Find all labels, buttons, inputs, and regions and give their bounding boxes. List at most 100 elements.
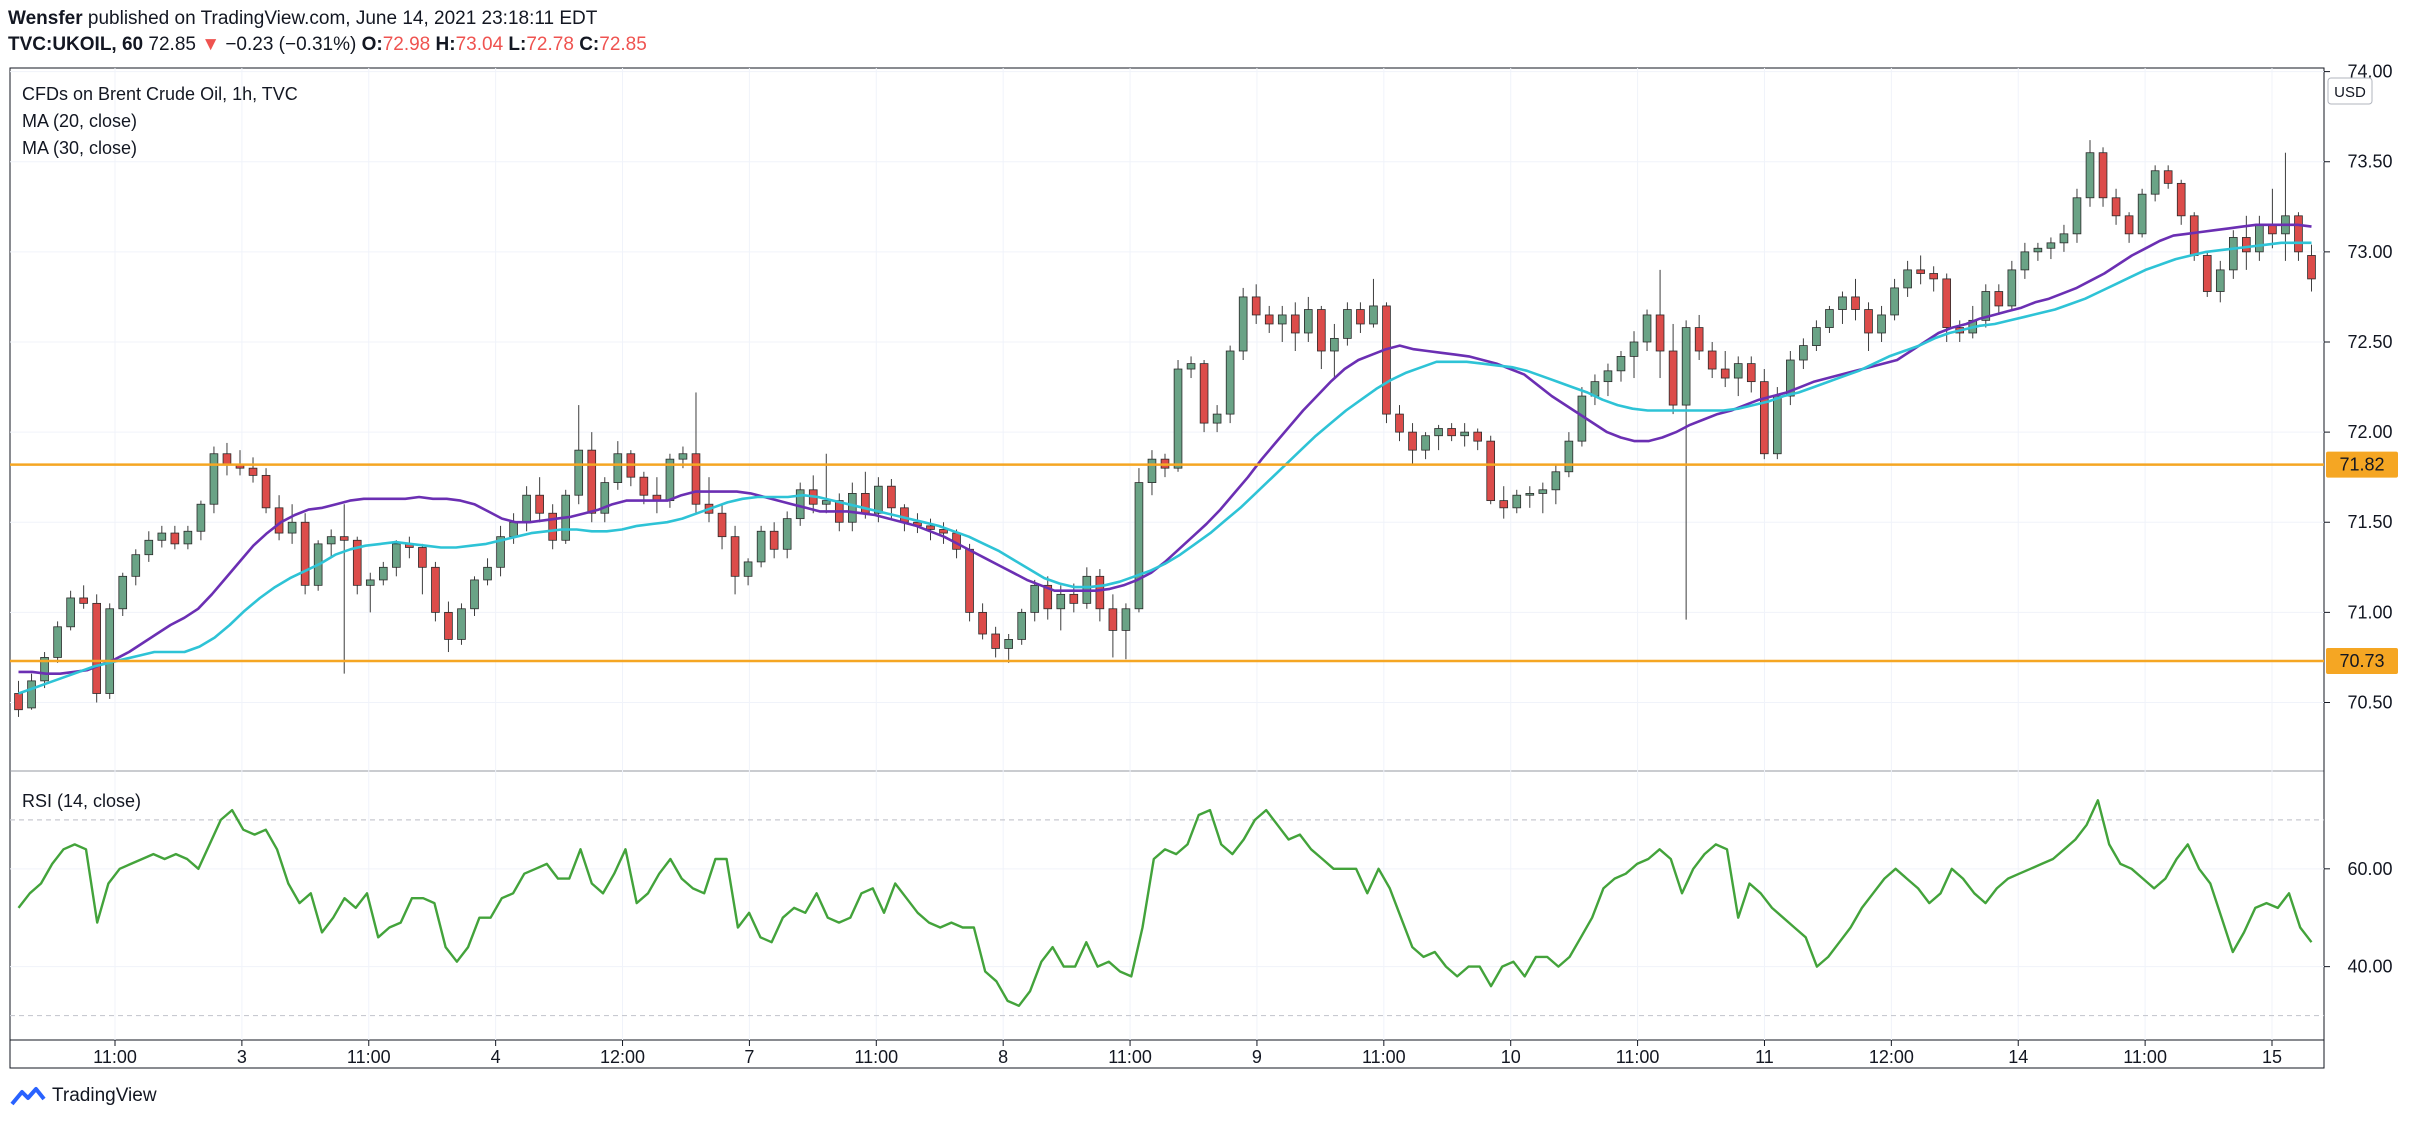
quote-line: TVC:UKOIL, 60 72.85 ▼ −0.23 (−0.31%) O:7…	[8, 32, 647, 58]
candle-body	[470, 579, 479, 610]
ma20-line	[18, 223, 2312, 676]
candle-body	[1851, 296, 1860, 310]
candle-body	[2268, 224, 2277, 235]
candle-body	[1720, 368, 1730, 379]
open-label: O:	[361, 34, 383, 55]
price-level-badge	[2326, 451, 2398, 478]
candle-body	[1551, 471, 1561, 491]
candle-body	[1929, 273, 1938, 280]
chart-header: Wensfer published on TradingView.com, Ju…	[8, 6, 647, 58]
candle-body	[1277, 314, 1287, 325]
candle-body	[27, 680, 36, 709]
candle-body	[2307, 255, 2316, 280]
candle-body	[1264, 314, 1274, 325]
brand-footer[interactable]: TradingView	[10, 1085, 157, 1107]
candle-body	[222, 453, 232, 465]
candle-body	[1864, 309, 1873, 334]
candle-body	[821, 500, 831, 505]
candle-body	[1225, 350, 1235, 415]
candle-body	[1486, 440, 1496, 502]
candle-body	[1369, 305, 1378, 325]
candle-body	[1512, 494, 1522, 509]
price-tick-label: 72.00	[2347, 422, 2392, 442]
candle-body	[1681, 327, 1691, 406]
candle-body	[444, 611, 453, 640]
candle-body	[574, 449, 584, 496]
change-down-icon: ▼	[201, 34, 221, 55]
candle-body	[1825, 309, 1834, 328]
candle-body	[1890, 287, 1899, 316]
candle-body	[2046, 242, 2056, 249]
symbol-label[interactable]: TVC:UKOIL, 60	[8, 34, 144, 55]
candle-body	[2229, 237, 2238, 271]
candle-body	[613, 453, 623, 483]
time-tick-label: 11:00	[1108, 1047, 1152, 1067]
candle-body	[1212, 413, 1222, 424]
candle-body	[1251, 296, 1261, 316]
ma20-legend[interactable]: MA (20, close)	[22, 111, 137, 131]
moving-averages	[18, 223, 2312, 695]
candle-body	[131, 554, 141, 577]
candle-body	[1838, 296, 1847, 310]
author-name[interactable]: Wensfer	[8, 8, 83, 29]
time-tick-label: 11:00	[854, 1047, 898, 1067]
time-tick-label: 7	[744, 1047, 754, 1067]
price-tick-label: 73.50	[2347, 152, 2392, 172]
instrument-legend[interactable]: CFDs on Brent Crude Oil, 1h, TVC	[22, 84, 298, 104]
candle-body	[1069, 593, 1079, 604]
candle-body	[40, 657, 49, 682]
candle-body	[1616, 356, 1626, 372]
candle-body	[1134, 482, 1144, 610]
candle-body	[1903, 269, 1912, 289]
grid	[10, 68, 2324, 1040]
candle-body	[1395, 413, 1404, 433]
ma30-legend[interactable]: MA (30, close)	[22, 138, 137, 158]
candle-body	[509, 521, 518, 538]
candle-body	[326, 536, 336, 545]
brand-name: TradingView	[52, 1085, 157, 1106]
candle-body	[183, 530, 193, 545]
currency-badge[interactable]	[2327, 77, 2373, 105]
candle-body	[717, 512, 727, 538]
time-tick-label: 11:00	[347, 1047, 391, 1067]
candle-body	[118, 575, 128, 610]
candle-body	[1916, 269, 1925, 274]
candle-body	[756, 530, 766, 563]
candle-body	[2085, 152, 2095, 199]
candle-body	[965, 548, 974, 613]
time-tick-label: 11:00	[1362, 1047, 1406, 1067]
candle-body	[1564, 440, 1574, 473]
candle-body	[1056, 593, 1066, 610]
candle-body	[92, 602, 101, 694]
candle-body	[522, 494, 531, 523]
candle-body	[1707, 350, 1717, 370]
candle-body	[1304, 309, 1313, 334]
candle-body	[209, 453, 219, 505]
candle-body	[1538, 489, 1548, 494]
candle-body	[1746, 363, 1756, 383]
candle-body	[848, 493, 857, 523]
time-tick-label: 8	[998, 1047, 1008, 1067]
candle-body	[1773, 395, 1782, 455]
candle-body	[2215, 269, 2225, 292]
rsi-legend[interactable]: RSI (14, close)	[22, 791, 141, 811]
candle-body	[170, 532, 180, 545]
candle-body	[248, 467, 258, 476]
candle-body	[339, 536, 349, 541]
candle-body	[1004, 639, 1013, 649]
candle-body	[926, 525, 935, 530]
candle-body	[1095, 575, 1105, 610]
candle-body	[1043, 584, 1053, 610]
candle-body	[2242, 237, 2251, 253]
candle-body	[14, 693, 23, 711]
last-price: 72.85	[148, 34, 196, 55]
time-tick-label: 15	[2262, 1047, 2282, 1067]
candle-body	[2202, 255, 2212, 292]
candle-body	[1108, 608, 1118, 631]
candle-body	[782, 518, 792, 550]
candle-body	[1525, 493, 1535, 496]
axes[interactable]: 70.50 71.00 71.50 72.00 72.50 73.00 73.50 74.00…	[93, 62, 2392, 1067]
horizontal-levels[interactable]: 71.82 70.73	[10, 451, 2398, 675]
close-label: C:	[579, 34, 600, 55]
